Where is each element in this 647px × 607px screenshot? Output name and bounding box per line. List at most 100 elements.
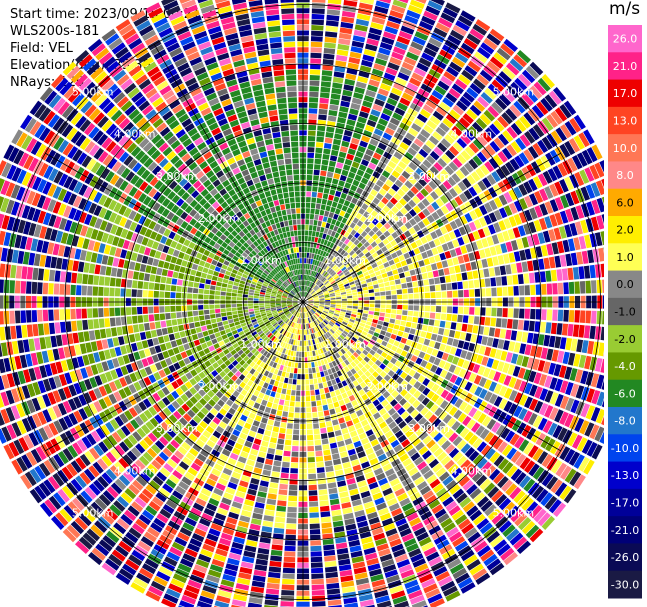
range-ring-label: 1.00km — [240, 338, 282, 351]
radar-ray — [61, 334, 68, 346]
radar-ray — [42, 308, 82, 322]
radar-ray — [341, 281, 586, 301]
radar-ray — [13, 439, 25, 455]
radar-ray — [81, 427, 106, 449]
radar-ray — [162, 491, 197, 541]
radar-ray — [574, 221, 583, 235]
radar-ray — [412, 88, 430, 108]
radar-ray — [12, 218, 32, 235]
radar-ray — [435, 571, 450, 582]
radar-ray — [100, 424, 111, 437]
radar-ray — [501, 479, 513, 492]
radar-ray — [308, 303, 559, 405]
radar-ray — [387, 378, 534, 511]
radar-ray — [484, 431, 495, 443]
radar-ray — [344, 602, 359, 607]
radar-ray — [479, 316, 585, 338]
radar-ray — [73, 367, 124, 395]
radar-ray — [73, 195, 82, 208]
radar-ray — [307, 181, 467, 299]
radar-ray — [444, 459, 455, 470]
radar-ray — [187, 343, 277, 477]
radar-ray — [171, 541, 185, 552]
radar-ray — [201, 482, 226, 522]
radar-ray — [187, 15, 217, 66]
radar-ray — [319, 283, 447, 301]
radar-ray — [362, 54, 375, 63]
radar-ray — [361, 316, 459, 347]
radar-ray — [309, 220, 322, 270]
radar-ray — [536, 101, 549, 116]
radar-ray — [356, 583, 371, 591]
radar-ray — [0, 334, 63, 357]
radar-ray — [305, 102, 408, 298]
radar-ray — [541, 453, 553, 468]
radar-ray — [311, 164, 490, 296]
radar-ray — [270, 505, 286, 556]
radar-ray — [253, 569, 267, 577]
radar-ray — [196, 72, 299, 292]
radar-ray — [394, 553, 408, 563]
radar-ray — [385, 22, 450, 136]
radar-ray — [500, 547, 515, 561]
radar-ray — [431, 201, 440, 211]
radar-ray — [252, 84, 302, 297]
radar-ray — [510, 353, 519, 364]
radar-ray — [250, 518, 262, 526]
radar-ray — [193, 564, 208, 574]
colorbar-tick-label: 6.0 — [616, 196, 634, 209]
colorbar-tick-label: -10.0 — [611, 442, 639, 455]
radar-ray — [115, 310, 199, 326]
radar-ray — [335, 60, 347, 67]
radar-ray — [404, 9, 421, 25]
colorbar-swatch — [608, 379, 642, 408]
radar-ray — [156, 434, 229, 550]
radar-ray — [165, 115, 297, 294]
radar-ray — [190, 250, 293, 298]
radar-ray — [320, 251, 371, 290]
radar-ray — [142, 83, 155, 95]
radar-ray — [66, 303, 298, 371]
radar-ray — [156, 22, 176, 43]
radar-ray — [353, 372, 464, 521]
radar-ray — [466, 484, 478, 496]
radar-ray — [296, 0, 310, 3]
radar-ray — [318, 366, 324, 372]
radar-ray — [503, 552, 518, 566]
radar-ray — [433, 96, 490, 157]
radar-ray — [265, 389, 272, 396]
radar-ray — [310, 551, 324, 574]
radar-ray — [454, 52, 469, 64]
colorbar-tick-label: 1.0 — [616, 251, 634, 264]
radar-ray — [136, 166, 299, 299]
radar-ray — [323, 176, 574, 294]
radar-ray — [412, 36, 426, 46]
radar-ray — [251, 124, 261, 132]
radar-ray — [309, 373, 317, 407]
radar-ray — [373, 532, 406, 600]
radar-ray — [355, 18, 370, 27]
radar-ray — [10, 405, 21, 420]
radar-ray — [74, 369, 83, 381]
radar-ray — [156, 54, 194, 108]
radar-ray — [310, 66, 516, 294]
radar-ray — [83, 186, 93, 199]
radar-ray — [505, 329, 512, 340]
radar-ray — [370, 41, 408, 118]
radar-ray — [17, 250, 68, 270]
radar-ray — [158, 306, 300, 498]
range-ring-label: 2.00km — [198, 212, 240, 225]
radar-ray — [95, 47, 110, 61]
radar-ray — [529, 179, 569, 206]
radar-ray — [287, 248, 292, 254]
radar-ray — [403, 538, 419, 553]
radar-ray — [115, 394, 237, 558]
radar-ray — [52, 117, 105, 160]
radar-ray — [88, 108, 101, 121]
radar-ray — [314, 302, 546, 333]
radar-ray — [163, 538, 203, 604]
radar-ray — [305, 123, 422, 298]
radar-ray — [262, 312, 302, 528]
radar-ray — [488, 381, 498, 392]
radar-ray — [123, 454, 181, 522]
